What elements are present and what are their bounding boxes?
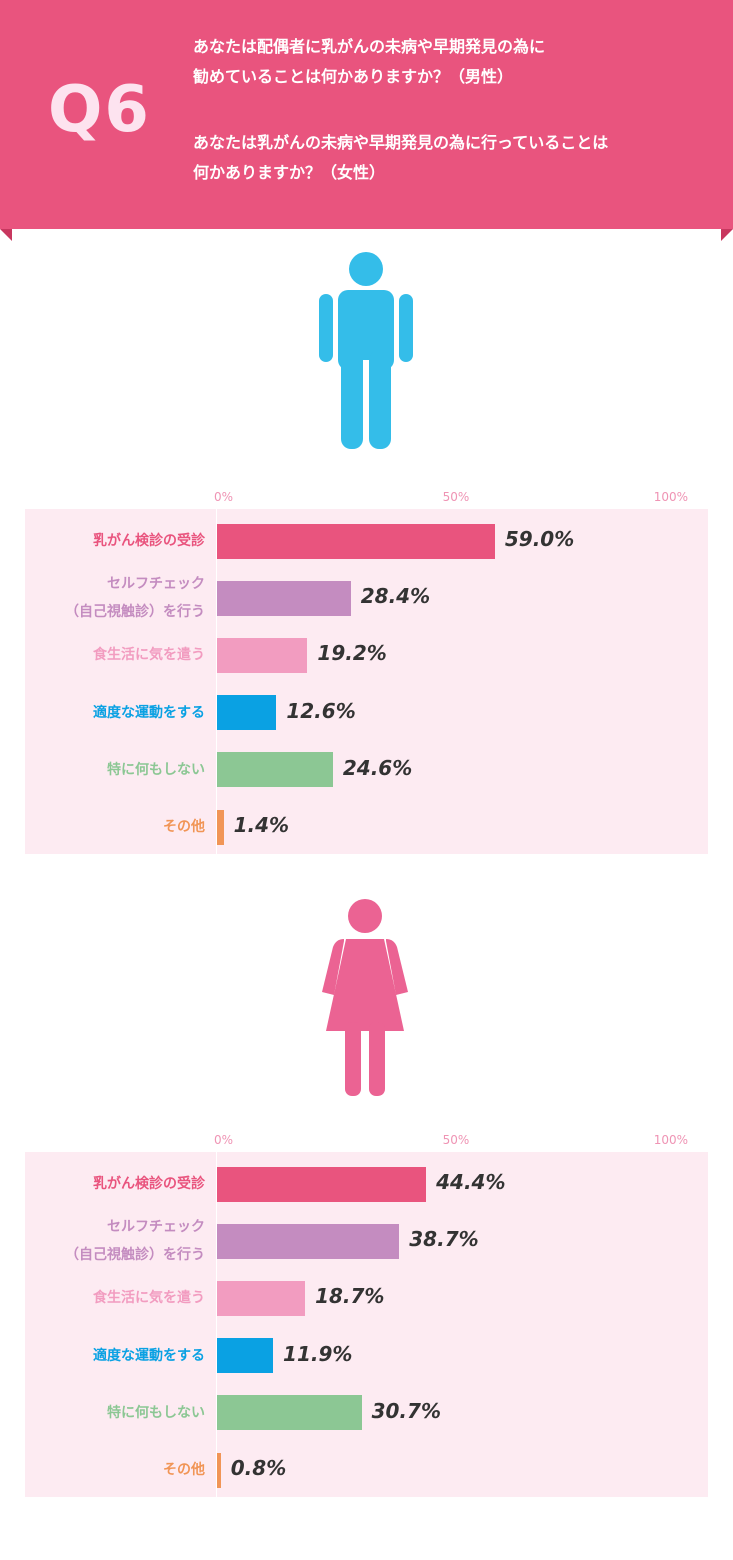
bar xyxy=(217,1338,274,1374)
category-label-line: その他 xyxy=(163,1462,205,1478)
header-fold-left xyxy=(0,229,12,241)
bar xyxy=(217,580,351,616)
value-label: 38.7% xyxy=(409,1227,479,1252)
value-label: 19.2% xyxy=(317,641,387,666)
category-label-line: 食生活に気を遣う xyxy=(93,647,205,664)
axis-zero-line xyxy=(216,509,217,854)
category-label: 特に何もしない xyxy=(107,1399,205,1427)
bar xyxy=(217,752,333,788)
category-label-line: セルフチェック xyxy=(107,576,205,593)
value-label: 0.8% xyxy=(230,1456,287,1480)
chart-background xyxy=(25,1152,708,1497)
chart-background xyxy=(25,509,708,854)
category-label: 特に何もしない xyxy=(107,756,205,784)
axis-zero-line xyxy=(216,1152,217,1497)
question-text-female-line2: 何かありますか？（女性） xyxy=(193,163,386,182)
value-label: 18.7% xyxy=(315,1284,385,1309)
category-label-line: 適度な運動をする xyxy=(93,1347,205,1364)
female-figure-icon xyxy=(322,899,408,1096)
category-label-line: 適度な運動をする xyxy=(93,704,205,721)
category-label-line: （自己視触診）を行う xyxy=(65,604,205,621)
female-bar-chart: 0% 50% 100% 乳がん検診の受診 44.4% セルフチェック （自己視触診）を行う 3… xyxy=(0,1127,733,1499)
value-label: 24.6% xyxy=(342,755,413,780)
value-label: 1.4% xyxy=(233,813,290,837)
bar xyxy=(217,637,308,673)
bar xyxy=(217,1452,221,1488)
header-fold-right xyxy=(721,229,733,241)
category-label: 適度な運動をする xyxy=(93,699,205,727)
category-label: セルフチェック （自己視触診）を行う xyxy=(65,1213,205,1269)
category-label: その他 xyxy=(163,1456,205,1484)
axis-tick-label: 100% xyxy=(653,1133,688,1147)
bar xyxy=(217,523,495,559)
category-label-line: （自己視触診）を行う xyxy=(65,1247,205,1264)
value-label: 11.9% xyxy=(283,1341,353,1366)
value-label: 12.6% xyxy=(286,698,356,723)
question-header: Q6 あなたは配偶者に乳がんの未病や早期発見の為に 勧めていることは何かあります… xyxy=(0,0,733,229)
value-label: 28.4% xyxy=(360,584,431,609)
category-label: 適度な運動をする xyxy=(93,1342,205,1370)
category-label-line: 食生活に気を遣う xyxy=(93,1290,205,1307)
bar xyxy=(217,695,277,731)
question-text-male-line1: あなたは配偶者に乳がんの未病や早期発見の為に xyxy=(193,37,546,56)
bar xyxy=(217,1280,306,1316)
category-label-line: 特に何もしない xyxy=(107,761,205,778)
value-label: 59.0% xyxy=(504,527,575,551)
bar xyxy=(217,1395,362,1431)
question-text-male-line2: 勧めていることは何かありますか？（男性） xyxy=(193,67,514,86)
category-label: セルフチェック （自己視触診）を行う xyxy=(65,570,205,626)
axis-tick-label: 0% xyxy=(214,1133,234,1147)
bar xyxy=(217,1166,427,1202)
question-number: Q6 xyxy=(48,73,151,147)
category-label-line: 乳がん検診の受診 xyxy=(93,1176,205,1192)
category-label: 乳がん検診の受診 xyxy=(93,1170,205,1198)
category-label-line: その他 xyxy=(163,819,205,835)
value-label: 44.4% xyxy=(436,1170,506,1194)
category-label-line: 乳がん検診の受診 xyxy=(93,533,205,549)
male-figure-icon xyxy=(319,252,413,449)
axis-tick-label: 50% xyxy=(442,1133,470,1147)
axis-tick-label: 100% xyxy=(653,490,688,504)
bar xyxy=(217,1223,400,1259)
bar xyxy=(217,809,224,845)
category-label: 食生活に気を遣う xyxy=(93,641,205,669)
question-text-female-line1: あなたは乳がんの未病や早期発見の為に行っていることは xyxy=(193,133,609,152)
axis-tick-label: 50% xyxy=(442,490,470,504)
category-label-line: セルフチェック xyxy=(107,1219,205,1236)
category-label: その他 xyxy=(163,813,205,841)
axis-tick-label: 0% xyxy=(214,490,234,504)
category-label: 食生活に気を遣う xyxy=(93,1284,205,1312)
value-label: 30.7% xyxy=(371,1398,441,1423)
category-label: 乳がん検診の受診 xyxy=(93,527,205,555)
category-label-line: 特に何もしない xyxy=(107,1404,205,1421)
male-bar-chart: 0% 50% 100% 乳がん検診の受診 59.0% セルフチェック （自己視触診）を行う 2… xyxy=(0,484,733,856)
